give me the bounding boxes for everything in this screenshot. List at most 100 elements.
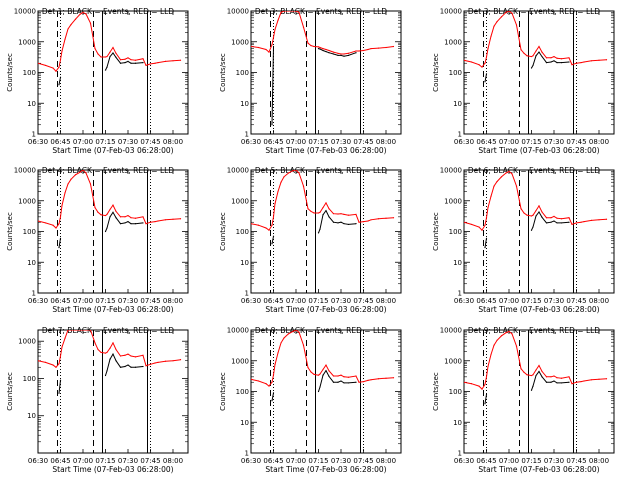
y-tick-label: 1000 [231, 357, 249, 365]
lld-data-point [97, 348, 99, 351]
lld-data-point [511, 333, 513, 335]
lld-data-point [44, 64, 47, 67]
lld-data-point [545, 217, 548, 219]
events-data-point [340, 221, 342, 223]
lld-data-point [251, 223, 252, 225]
lld-data-point [392, 377, 395, 379]
lld-data-point [257, 46, 260, 49]
lld-data-point [496, 21, 498, 23]
lld-data-point [343, 376, 345, 378]
lld-data-point [127, 214, 129, 217]
lld-data-point [568, 57, 570, 59]
lld-data-point [523, 212, 525, 214]
lld-data-point [523, 371, 525, 373]
y-tick-label: 100 [23, 228, 36, 236]
lld-series-line [251, 170, 394, 231]
lld-data-point [172, 60, 174, 62]
events-data-point [119, 62, 122, 64]
y-axis-label: Counts/sec [219, 53, 227, 92]
lld-data-point [74, 330, 77, 331]
lld-data-point [490, 35, 492, 37]
detector-panel: Det 7; BLACK = Events, RED = LLD 06:30 06:… [6, 326, 189, 474]
lld-data-point [385, 217, 387, 219]
lld-data-point [89, 330, 92, 331]
events-series-line [271, 46, 357, 125]
lld-data-point [322, 47, 324, 50]
lld-data-point [493, 25, 495, 27]
events-data-point [322, 49, 324, 52]
lld-data-point [550, 376, 552, 378]
x-tick-label: 06:45 [263, 457, 283, 465]
lld-data-point [295, 330, 297, 331]
lld-data-point [575, 381, 578, 383]
lld-series-line [38, 330, 181, 368]
lld-data-point [277, 190, 279, 193]
lld-data-point [52, 364, 54, 366]
lld-data-point [367, 48, 369, 51]
panel-title: Det 8; BLACK = Events, RED = LLD [255, 326, 387, 335]
events-data-point [58, 84, 60, 86]
y-tick-label: 100 [449, 388, 462, 396]
plot-frame [37, 329, 189, 454]
lld-data-point [97, 211, 99, 213]
events-data-point [124, 365, 126, 368]
events-series-line [484, 51, 570, 82]
lld-data-point [292, 11, 294, 12]
events-data-point [134, 223, 137, 225]
events-data-point [112, 52, 114, 54]
lld-data-point [277, 19, 279, 21]
lld-data-point [370, 219, 372, 221]
lld-series-line [464, 330, 607, 390]
y-tick-label: 100 [236, 228, 249, 236]
lld-data-point [85, 13, 87, 15]
lld-data-point [307, 366, 309, 369]
lld-data-point [496, 180, 498, 183]
events-data-point [127, 220, 129, 223]
x-axis-label: Start Time (07-Feb-03 06:28:00) [52, 146, 173, 155]
panel-title: Det 1; BLACK = Events, RED = LLD [42, 7, 174, 16]
events-data-point [106, 227, 108, 229]
lld-data-point [59, 355, 62, 357]
events-data-point [127, 364, 129, 366]
events-data-point [343, 382, 345, 384]
lld-data-point [526, 374, 528, 376]
events-data-point [545, 61, 548, 64]
lld-data-point [526, 214, 528, 216]
lld-data-point [164, 360, 167, 362]
lld-data-point [508, 11, 510, 12]
lld-data-point [79, 330, 81, 331]
lld-data-point [145, 223, 147, 225]
lld-data-point [292, 330, 294, 333]
series-group [464, 11, 608, 83]
lld-data-point [385, 46, 387, 49]
y-tick-label: 10000 [227, 8, 249, 16]
lld-data-point [70, 178, 72, 180]
x-tick-label: 07:00 [499, 138, 519, 146]
x-tick-label: 08:00 [589, 138, 609, 146]
lld-data-point [134, 217, 137, 219]
x-tick-label: 06:45 [263, 297, 283, 305]
y-tick-label: 1000 [18, 338, 36, 346]
x-axis-label: Start Time (07-Feb-03 06:28:00) [478, 465, 599, 474]
x-tick-label: 06:45 [50, 138, 70, 146]
x-tick-label: 07:15 [95, 138, 115, 146]
x-tick-label: 07:30 [544, 138, 564, 146]
lld-data-point [337, 375, 339, 377]
lld-data-point [337, 52, 339, 54]
events-data-point [325, 50, 327, 53]
events-data-point [568, 61, 570, 63]
x-tick-label: 07:00 [499, 457, 519, 465]
events-data-point [541, 55, 543, 58]
lld-data-point [58, 223, 60, 225]
events-data-point [337, 222, 339, 224]
y-tick-label: 10 [453, 100, 462, 108]
lld-data-point [487, 206, 489, 209]
panel-title: Det 3; BLACK = Events, RED = LLD [468, 7, 600, 16]
y-tick-label: 1 [245, 290, 249, 298]
lld-data-point [367, 220, 369, 222]
lld-data-point [94, 342, 96, 344]
events-data-point [112, 211, 114, 213]
lld-data-point [298, 11, 300, 14]
lld-data-point [343, 53, 345, 55]
